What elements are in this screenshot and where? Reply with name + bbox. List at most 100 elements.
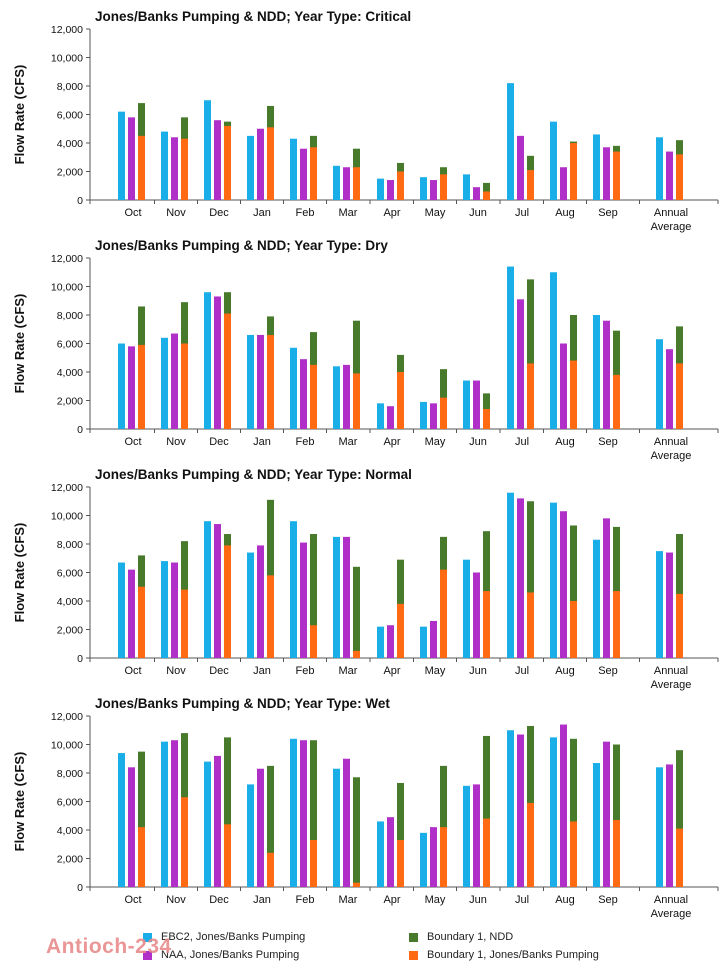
- bar-ebc2: [550, 737, 557, 887]
- bar-ebc2: [656, 551, 663, 658]
- bar-boundary1-jones-banks: [676, 363, 683, 429]
- legend-item-b1-jb: Boundary 1, Jones/Banks Pumping: [409, 949, 599, 961]
- bar-boundary1-jones-banks: [138, 135, 145, 200]
- bar-ebc2: [118, 753, 125, 887]
- bar-naa: [300, 542, 307, 658]
- bar-ebc2: [377, 403, 384, 429]
- y-tick-label: 12,000: [51, 24, 83, 36]
- y-tick-label: 10,000: [51, 511, 83, 523]
- legend-label-naa: NAA, Jones/Banks Pumping: [161, 949, 300, 961]
- bar-boundary1-jones-banks: [397, 372, 404, 429]
- bar-naa: [517, 135, 524, 200]
- bar-naa: [300, 148, 307, 200]
- bar-naa: [128, 569, 135, 658]
- bar-boundary1-jones-banks: [224, 824, 231, 887]
- bar-naa: [214, 524, 221, 658]
- bar-boundary1-jones-banks: [267, 334, 274, 429]
- y-tick-label: 4,000: [57, 367, 83, 379]
- bar-naa: [128, 346, 135, 429]
- bar-naa: [387, 817, 394, 887]
- bar-boundary1-jones-banks: [138, 586, 145, 658]
- bar-boundary1-ndd: [613, 744, 620, 887]
- bar-boundary1-ndd: [353, 566, 360, 658]
- bar-naa: [171, 740, 178, 887]
- bar-boundary1-jones-banks: [310, 839, 317, 887]
- bar-naa: [171, 137, 178, 200]
- bar-ebc2: [463, 785, 470, 887]
- bar-ebc2: [333, 768, 340, 887]
- legend-item-ndd: Boundary 1, NDD: [409, 931, 513, 943]
- bar-ebc2: [161, 741, 168, 887]
- x-tick-label: Mar: [339, 207, 358, 219]
- bar-naa: [666, 764, 673, 887]
- x-tick-label: Feb: [296, 436, 315, 448]
- x-tick-label: Nov: [166, 207, 186, 219]
- bar-ebc2: [333, 366, 340, 429]
- y-tick-label: 0: [77, 424, 83, 436]
- bar-naa: [560, 724, 567, 887]
- bar-boundary1-jones-banks: [181, 589, 188, 658]
- bar-boundary1-jones-banks: [483, 591, 490, 658]
- legend-swatch-ndd: [409, 932, 418, 942]
- x-tick-label: Jan: [253, 436, 271, 448]
- bar-ebc2: [247, 784, 254, 887]
- bar-naa: [517, 498, 524, 658]
- bar-naa: [473, 380, 480, 429]
- y-tick-label: 12,000: [51, 253, 83, 265]
- bar-naa: [666, 552, 673, 658]
- x-tick-label: Jun: [469, 894, 487, 906]
- bar-naa: [430, 180, 437, 200]
- bar-ebc2: [247, 334, 254, 429]
- x-tick-label: Aug: [555, 436, 575, 448]
- y-tick-label: 8,000: [57, 539, 83, 551]
- bar-ebc2: [420, 177, 427, 200]
- y-tick-label: 0: [77, 882, 83, 894]
- x-tick-label: Nov: [166, 894, 186, 906]
- x-tick-label: Sep: [598, 436, 618, 448]
- bar-boundary1-ndd: [676, 750, 683, 887]
- x-tick-label: Average: [651, 450, 692, 462]
- bar-boundary1-ndd: [527, 279, 534, 429]
- bar-boundary1-jones-banks: [613, 151, 620, 200]
- bar-boundary1-jones-banks: [353, 650, 360, 658]
- x-tick-label: Dec: [209, 207, 229, 219]
- bar-ebc2: [377, 821, 384, 887]
- bar-boundary1-jones-banks: [397, 603, 404, 658]
- bar-boundary1-jones-banks: [676, 593, 683, 658]
- bar-boundary1-ndd: [267, 765, 274, 887]
- bar-ebc2: [290, 138, 297, 200]
- bar-boundary1-jones-banks: [613, 591, 620, 658]
- bar-naa: [387, 625, 394, 658]
- legend-swatch-ebc2: [143, 932, 152, 942]
- x-tick-label: May: [425, 207, 446, 219]
- bar-boundary1-jones-banks: [527, 170, 534, 200]
- bar-boundary1-jones-banks: [310, 364, 317, 429]
- bar-naa: [430, 620, 437, 658]
- chart-title: Jones/Banks Pumping & NDD; Year Type: Dr…: [95, 238, 388, 253]
- x-tick-label: Nov: [166, 436, 186, 448]
- bar-boundary1-jones-banks: [440, 827, 447, 887]
- x-tick-label: Sep: [598, 894, 618, 906]
- bar-naa: [387, 180, 394, 200]
- bar-boundary1-jones-banks: [440, 397, 447, 429]
- y-tick-label: 12,000: [51, 711, 83, 723]
- bar-boundary1-ndd: [310, 740, 317, 887]
- legend-swatch-naa: [143, 950, 152, 960]
- x-tick-label: Aug: [555, 894, 575, 906]
- bar-boundary1-jones-banks: [440, 569, 447, 658]
- bar-ebc2: [420, 626, 427, 658]
- bar-naa: [603, 741, 610, 887]
- y-tick-label: 12,000: [51, 482, 83, 494]
- x-tick-label: Aug: [555, 207, 575, 219]
- x-tick-label: Jan: [253, 894, 271, 906]
- bar-ebc2: [333, 536, 340, 658]
- y-tick-label: 0: [77, 195, 83, 207]
- bar-boundary1-ndd: [310, 534, 317, 658]
- bar-naa: [128, 117, 135, 200]
- bar-boundary1-jones-banks: [181, 797, 188, 887]
- bar-ebc2: [290, 521, 297, 658]
- bar-ebc2: [118, 562, 125, 658]
- bar-boundary1-jones-banks: [224, 545, 231, 658]
- bar-naa: [560, 343, 567, 429]
